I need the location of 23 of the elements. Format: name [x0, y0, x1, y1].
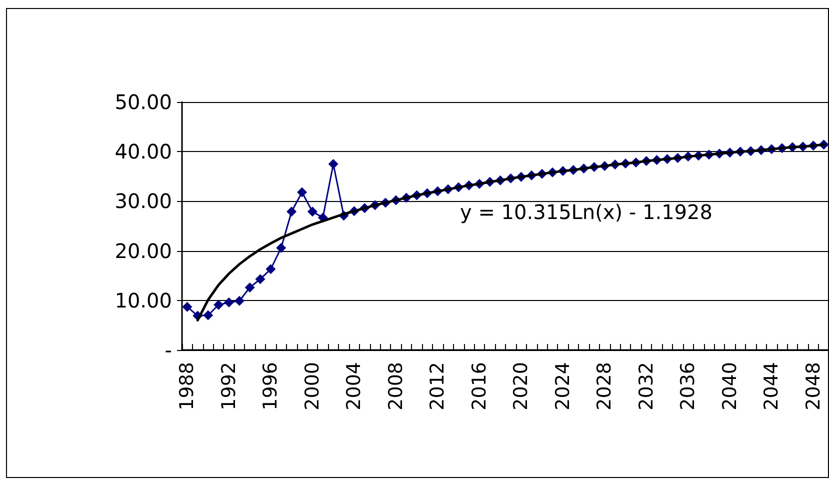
y-tick-label: 40.00: [114, 140, 172, 164]
x-tick-label: 2020: [510, 362, 532, 410]
y-tick-label: 30.00: [114, 189, 172, 214]
x-tick-label: 2012: [426, 362, 449, 410]
x-tick-label: 2000: [301, 362, 324, 410]
x-tick-label: 2024: [552, 362, 574, 410]
y-tick-label: -: [164, 338, 172, 362]
x-tick-label: 2008: [384, 362, 407, 410]
x-tick-label: 2016: [468, 362, 490, 410]
x-tick-label: 2040: [718, 362, 741, 410]
x-tick-label: 2032: [635, 362, 658, 410]
y-tick-label: 50.00: [114, 90, 172, 114]
y-tick-label: 20.00: [114, 238, 172, 263]
x-tick-label: 2028: [594, 362, 616, 410]
x-tick-label: 1988: [176, 362, 198, 410]
x-tick-label: 2036: [677, 362, 700, 410]
annotation: y = 10.315Ln(x) - 1.1928: [460, 200, 712, 224]
x-tick-label: 1996: [260, 362, 282, 410]
x-tick-label: 2044: [760, 362, 783, 410]
x-tick-label: 2004: [343, 362, 366, 410]
y-tick-label: 10.00: [114, 288, 172, 312]
x-tick-label: 1992: [218, 362, 240, 410]
x-tick-label: 2048: [802, 362, 824, 410]
